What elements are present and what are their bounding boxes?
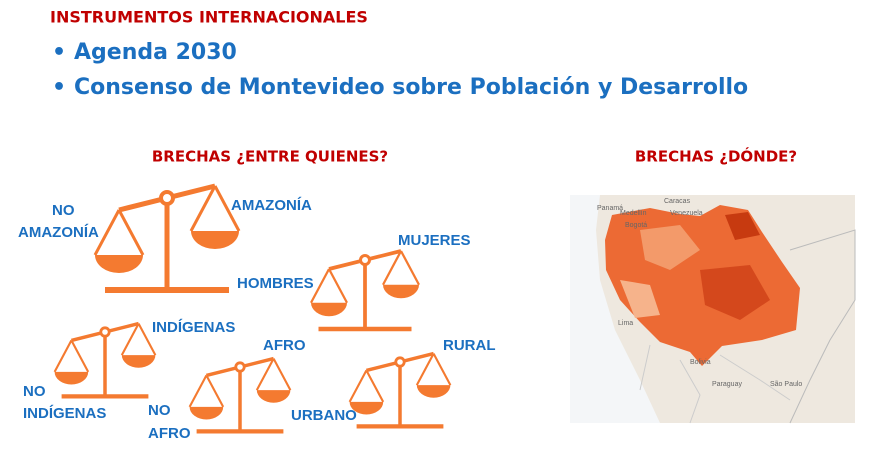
scale-part xyxy=(311,302,347,317)
bullet: Consenso de Montevideo sobre Población y… xyxy=(74,75,748,100)
scale-part xyxy=(53,339,90,373)
map-label: Venezuela xyxy=(670,210,703,217)
scale-label: INDÍGENAS xyxy=(152,319,235,336)
scale-label: RURAL xyxy=(443,337,496,354)
scales xyxy=(53,183,452,434)
scale-part xyxy=(382,250,420,286)
map-label: Panamá xyxy=(597,205,623,212)
scale-part xyxy=(394,356,406,368)
scale-label: NO xyxy=(23,383,46,400)
map-label: Lima xyxy=(618,320,633,327)
map: Caracas Panamá Medellín Venezuela Bogotá… xyxy=(570,195,856,424)
scale-part xyxy=(359,254,371,266)
scale-label: AMAZONÍA xyxy=(231,197,312,214)
scale-part xyxy=(189,406,224,420)
scale-part xyxy=(188,374,225,408)
scale-part xyxy=(54,371,89,385)
map-region xyxy=(620,280,660,318)
map-label: Bolivia xyxy=(690,359,711,366)
map-border xyxy=(639,344,791,424)
bullet-dot: • xyxy=(52,40,66,65)
bullet-dot: • xyxy=(52,75,66,100)
map-coast xyxy=(789,229,856,424)
map-label: Paraguay xyxy=(712,381,742,388)
map-label: Medellín xyxy=(620,210,647,217)
scale-part xyxy=(349,401,384,415)
bullet: Agenda 2030 xyxy=(74,40,237,65)
scale-part xyxy=(99,326,111,338)
scale-label: AFRO xyxy=(263,337,306,354)
map-region xyxy=(700,265,770,320)
scale-part xyxy=(310,268,348,304)
panel-title: BRECHAS ¿ENTRE QUIENES? xyxy=(152,148,388,166)
scale-part xyxy=(416,385,451,398)
scale-part xyxy=(348,369,385,403)
map-label: Bogotá xyxy=(625,222,647,229)
scale-label: HOMBRES xyxy=(237,275,314,292)
map-region xyxy=(640,225,700,270)
map-label: Caracas xyxy=(664,198,691,205)
scale-part xyxy=(234,361,246,373)
scale-part xyxy=(121,355,156,368)
scale-part xyxy=(159,190,175,206)
scale-label: NO xyxy=(148,402,171,419)
scale-label: INDÍGENAS xyxy=(23,405,106,422)
scale-part xyxy=(256,390,291,403)
scale-part xyxy=(415,353,452,386)
scale-part xyxy=(255,358,292,391)
map-sea xyxy=(570,195,660,423)
scale-label: AFRO xyxy=(148,425,191,442)
map-label: São Paulo xyxy=(770,381,802,388)
header-title: INSTRUMENTOS INTERNACIONALES xyxy=(50,8,368,27)
scale-part xyxy=(189,185,241,232)
panel-title: BRECHAS ¿DÓNDE? xyxy=(635,147,797,166)
scale-part xyxy=(191,231,239,249)
scale-label: MUJERES xyxy=(398,232,471,249)
scale-label: AMAZONÍA xyxy=(18,224,99,241)
scale-part xyxy=(95,255,143,273)
scale-label: URBANO xyxy=(291,407,357,424)
scale-part xyxy=(383,284,419,299)
map-region xyxy=(725,212,760,240)
scale-part xyxy=(120,323,157,356)
scale-label: NO xyxy=(52,202,75,219)
scale-part xyxy=(93,209,145,256)
